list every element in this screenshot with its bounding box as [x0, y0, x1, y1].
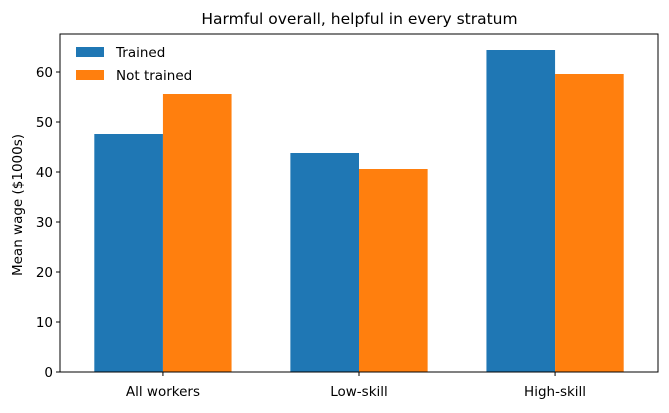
y-tick-label: 0: [44, 365, 53, 381]
x-tick-label: All workers: [126, 384, 200, 400]
y-tick-label: 60: [36, 65, 53, 81]
x-tick-label: Low-skill: [330, 384, 388, 400]
legend: Trained Not trained: [76, 45, 192, 84]
bar-trained-all-workers: [94, 134, 163, 372]
bar-trained-high-skill: [486, 50, 556, 372]
axes-layer: 0 10 20 30 40 50 60 All workers Low-skill High-sk…: [36, 33, 659, 400]
bar-not-trained-low-skill: [359, 169, 428, 372]
legend-swatch-trained: [76, 47, 104, 57]
bars-layer: [94, 50, 624, 372]
y-tick-label: 20: [36, 265, 53, 281]
y-tick-label: 10: [36, 315, 53, 331]
legend-swatch-not-trained: [76, 70, 104, 80]
y-tick-label: 40: [36, 165, 53, 181]
x-tick-label: High-skill: [524, 384, 586, 400]
y-axis-label: Mean wage ($1000s): [10, 134, 26, 276]
bar-trained-low-skill: [290, 153, 359, 372]
legend-label-trained: Trained: [115, 45, 165, 61]
legend-label-not-trained: Not trained: [116, 68, 192, 84]
bar-not-trained-high-skill: [555, 74, 624, 372]
bar-not-trained-all-workers: [162, 94, 232, 372]
y-tick-label: 50: [36, 115, 53, 131]
chart-title: Harmful overall, helpful in every stratu…: [201, 10, 517, 28]
y-tick-label: 30: [36, 215, 53, 231]
